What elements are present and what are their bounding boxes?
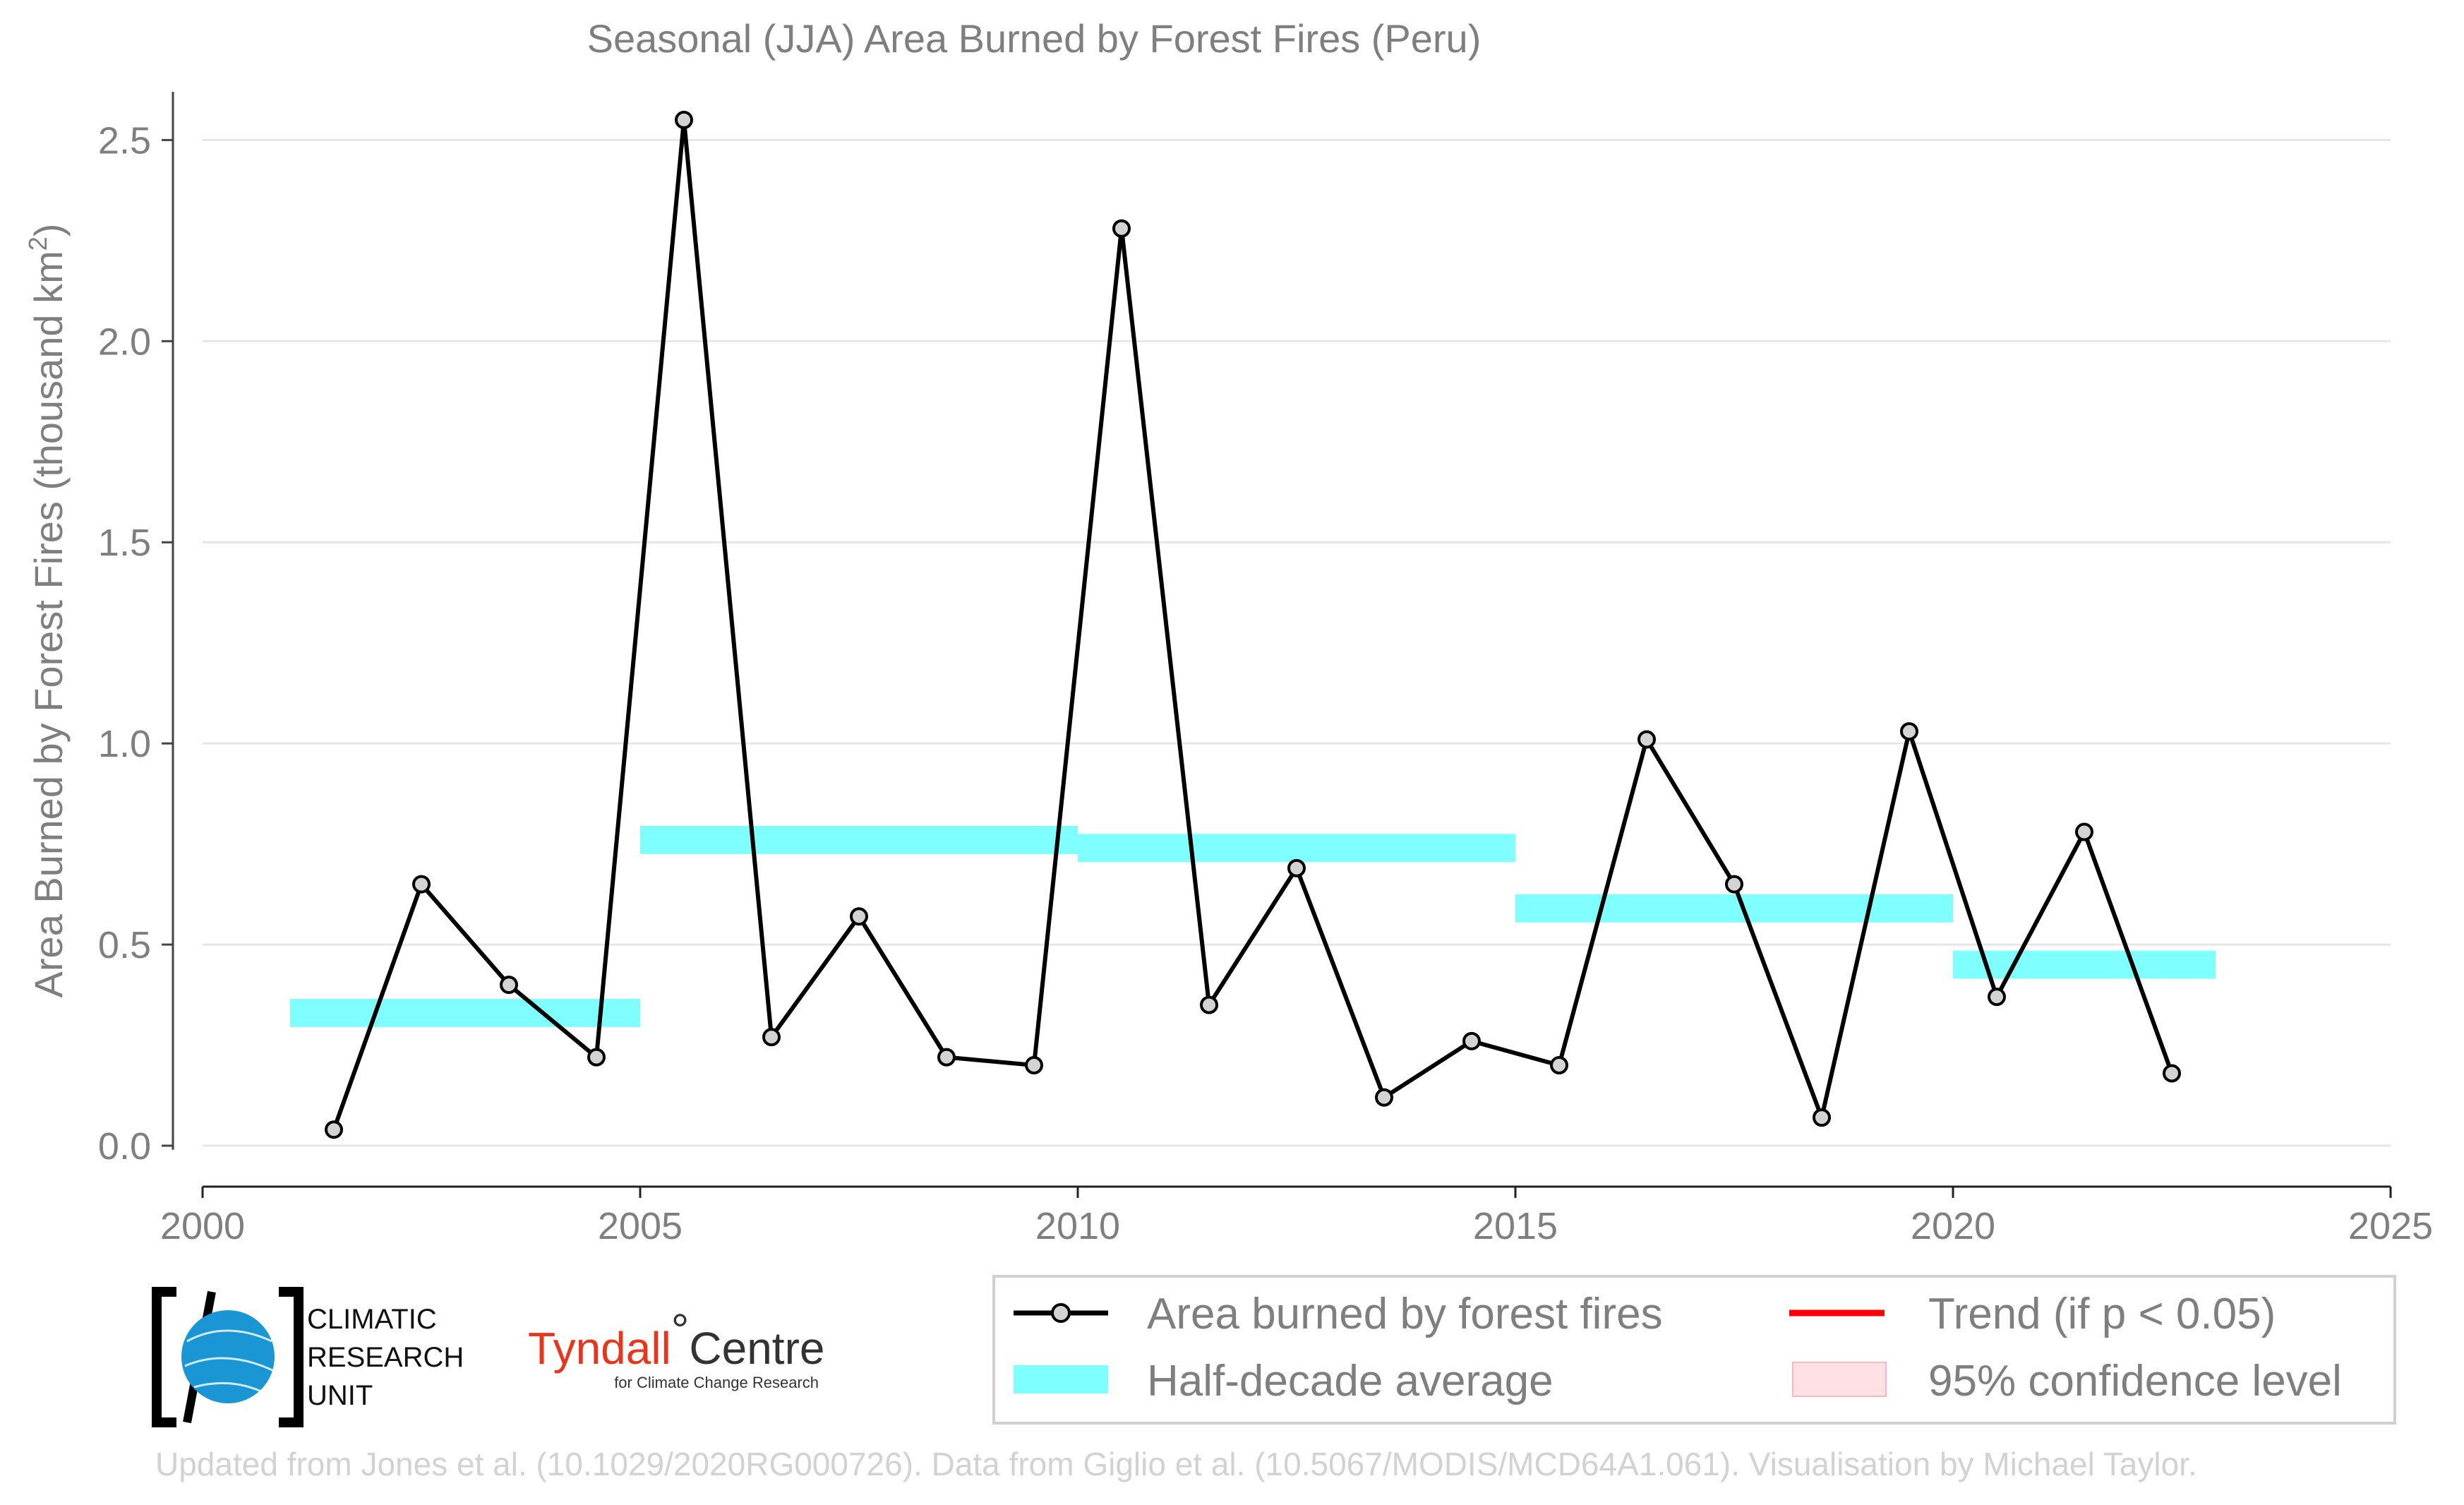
half-decade-average-band (290, 999, 640, 1027)
legend-band-icon (1014, 1365, 1108, 1393)
cru-logo-line-2: RESEARCH (307, 1342, 464, 1373)
data-point (325, 1120, 343, 1139)
tyndall-subtitle: for Climate Change Research (614, 1374, 819, 1391)
data-point (675, 110, 693, 129)
series-area-burned (325, 110, 2181, 1139)
half-decade-average-band (640, 825, 1078, 854)
data-point (1375, 1088, 1393, 1107)
data-point (2163, 1064, 2181, 1083)
cru-logo-line-3: UNIT (307, 1380, 373, 1411)
x-tick-label: 2005 (598, 1205, 683, 1247)
data-point (762, 1028, 781, 1047)
legend-label-area-burned: Area burned by forest fires (1147, 1290, 1663, 1338)
data-point (1725, 875, 1743, 894)
y-tick-label: 1.0 (98, 723, 151, 765)
half-decade-average-band (1953, 950, 2216, 979)
gridlines (203, 138, 2391, 1147)
data-point (412, 875, 431, 894)
tyndall-name: Tyndall (528, 1323, 671, 1374)
data-point (587, 1048, 606, 1067)
legend-label-half-decade: Half-decade average (1147, 1357, 1553, 1405)
legend-box (992, 1275, 2396, 1425)
data-point (1462, 1031, 1481, 1050)
data-point (850, 907, 868, 926)
data-point (1025, 1056, 1043, 1075)
data-point (1550, 1056, 1568, 1075)
legend-confidence-icon (1792, 1362, 1887, 1397)
data-point (2075, 822, 2093, 841)
y-axis-title-main: Area Burned by Forest Fires (thousand km (26, 251, 71, 997)
data-point (1813, 1108, 1831, 1127)
x-tick-label: 2015 (1473, 1205, 1558, 1247)
data-point (1988, 988, 2006, 1007)
series-line (332, 117, 2174, 1131)
cru-logo-line-1: CLIMATIC (307, 1304, 437, 1335)
tyndall-logo: Tyndall°Centre for Climate Change Resear… (528, 1305, 824, 1391)
tyndall-degree: ° (671, 1305, 690, 1355)
data-point (1637, 730, 1656, 749)
legend-label-confidence: 95% confidence level (1928, 1357, 2342, 1405)
y-tick-label: 2.5 (98, 119, 151, 162)
cru-globe-icon (181, 1310, 275, 1403)
tyndall-centre: Centre (689, 1323, 824, 1374)
data-point (1200, 995, 1218, 1014)
cru-logo: CLIMATIC RESEARCH UNIT (152, 1287, 464, 1427)
x-tick-label: 2000 (160, 1205, 245, 1247)
data-point (500, 976, 518, 995)
source-note: Updated from Jones et al. (10.1029/2020R… (155, 1446, 2197, 1482)
chart-title: Seasonal (JJA) Area Burned by Forest Fir… (587, 16, 1482, 61)
data-point (1287, 858, 1306, 877)
x-tick-label: 2010 (1035, 1205, 1120, 1247)
cru-bracket-icon (152, 1287, 304, 1427)
x-tick-label: 2025 (2348, 1205, 2433, 1247)
axes: 0.0 0.5 1.0 1.5 2.0 2.5 2000 2005 2010 2015 2020 20… (98, 92, 2433, 1247)
cru-globe-lines-icon (184, 1329, 275, 1396)
half-decade-average-band (1515, 894, 1953, 923)
y-tick-label: 0.5 (98, 924, 151, 966)
half-decade-average-band (1078, 834, 1515, 863)
y-tick-label: 2.0 (98, 320, 151, 363)
legend-label-trend: Trend (if p < 0.05) (1928, 1290, 2276, 1338)
y-axis-title-close: ) (26, 224, 71, 237)
tyndall-logo-title: Tyndall°Centre (528, 1305, 824, 1374)
legend-marker-icon (1051, 1303, 1071, 1323)
data-point (937, 1048, 956, 1067)
data-point (1900, 722, 1918, 741)
y-tick-label: 1.5 (98, 522, 151, 564)
half-decade-averages (290, 825, 2216, 1027)
x-tick-label: 2020 (1911, 1205, 1995, 1247)
y-axis-title-superscript: 2 (23, 236, 52, 251)
legend: Area burned by forest fires Trend (if p … (992, 1275, 2396, 1425)
y-tick-label: 0.0 (98, 1125, 151, 1168)
data-point (1112, 219, 1131, 238)
y-axis-title: Area Burned by Forest Fires (thousand km… (23, 224, 71, 998)
